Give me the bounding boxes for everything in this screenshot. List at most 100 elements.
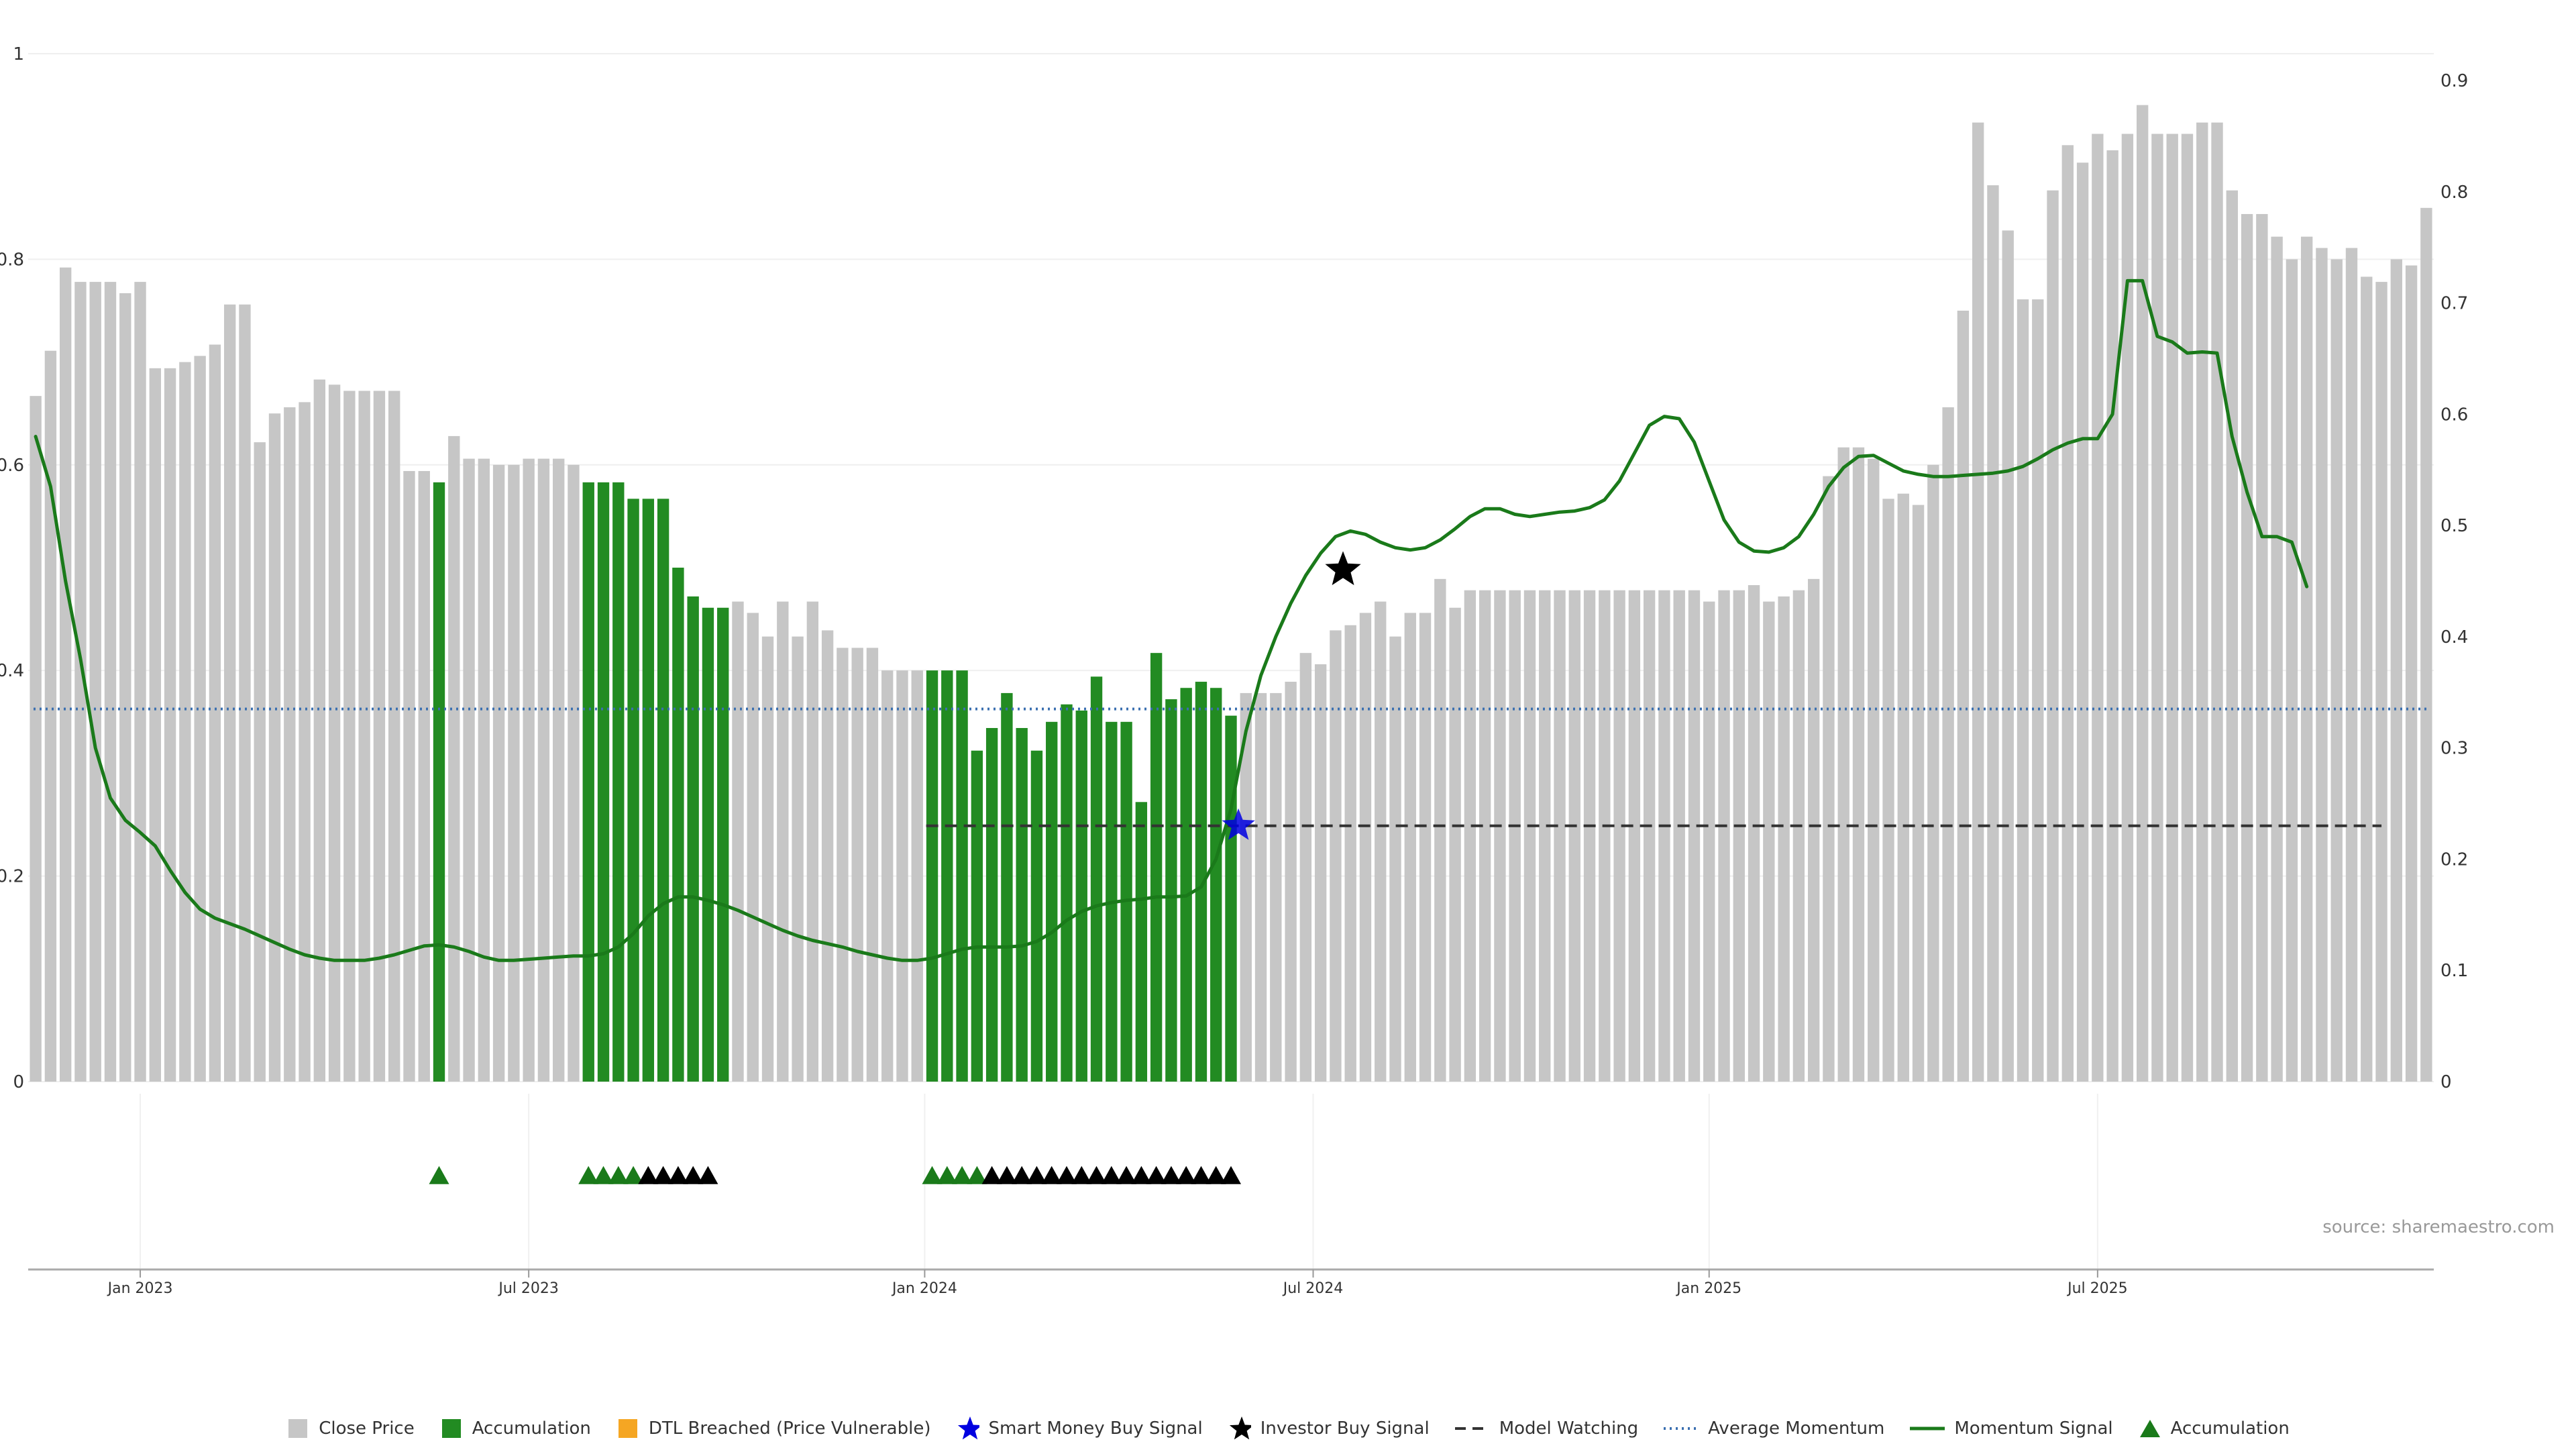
close-price-bar: [896, 670, 908, 1082]
close-price-bar: [792, 636, 804, 1082]
close-price-bar: [30, 396, 42, 1082]
right-tick-label: 0.6: [2440, 405, 2468, 425]
close-price-bar: [164, 368, 176, 1082]
left-tick-label: 0: [13, 1072, 24, 1092]
close-price-bar: [1314, 664, 1327, 1082]
accumulation-marker-black: [996, 1165, 1017, 1184]
close-price-bar: [1957, 311, 1970, 1082]
close-price-bar: [2420, 207, 2432, 1082]
close-price-bar: [2196, 122, 2208, 1082]
right-tick-label: 0.9: [2440, 71, 2468, 91]
left-tick-label: 0.2: [0, 867, 24, 887]
marker-layer: [429, 551, 1361, 1184]
close-price-bar: [2181, 134, 2194, 1082]
close-price-bar: [2166, 134, 2178, 1082]
close-price-bar: [1658, 590, 1670, 1082]
close-price-bar: [1494, 590, 1506, 1082]
accumulation-marker-black: [981, 1165, 1002, 1184]
close-price-bar: [1733, 590, 1745, 1082]
close-price-bar: [373, 391, 386, 1082]
close-price-bar: [1479, 590, 1491, 1082]
close-price-bar: [284, 407, 296, 1082]
legend-label: Smart Money Buy Signal: [988, 1418, 1203, 1439]
accumulation-bar: [1061, 704, 1073, 1082]
accumulation-marker-black: [1161, 1165, 1181, 1184]
accumulation-marker-black: [1146, 1165, 1167, 1184]
close-price-bar: [1868, 458, 1880, 1082]
close-price-bar: [1404, 613, 1416, 1082]
accumulation-bar: [941, 670, 953, 1082]
close-price-bar: [1523, 590, 1536, 1082]
close-price-bar: [2361, 276, 2373, 1082]
close-price-bar: [89, 282, 101, 1082]
legend-item-watch: Model Watching: [1454, 1417, 1638, 1440]
close-price-bar: [1554, 590, 1566, 1082]
x-tick-label: Jul 2024: [1282, 1280, 1344, 1297]
left-tick-label: 0.6: [0, 456, 24, 476]
close-price-bar: [358, 391, 370, 1082]
close-price-bar: [1703, 601, 1715, 1082]
accumulation-bar: [1090, 676, 1103, 1082]
accumulation-marker-black: [1191, 1165, 1212, 1184]
close-price-bar: [1344, 625, 1356, 1082]
legend-label: Close Price: [319, 1418, 415, 1439]
accumulation-marker-black: [1041, 1165, 1062, 1184]
close-price-bar: [732, 601, 744, 1082]
accumulation-bar: [1135, 802, 1148, 1082]
accumulation-marker-black: [683, 1165, 704, 1184]
accumulation-marker-black: [653, 1165, 674, 1184]
axis-layer: Jan 2023 Jul 2023 Jan 2024 Jul 2024 Jan 2025…: [0, 44, 2468, 1297]
close-price-bar: [523, 458, 535, 1082]
accumulation-marker-black: [1205, 1165, 1226, 1184]
accumulation-bar: [1180, 688, 1192, 1082]
close-price-bar: [44, 350, 57, 1082]
close-price-bar: [2375, 282, 2387, 1082]
accumulation-bar: [956, 670, 968, 1082]
close-price-bar: [2061, 145, 2074, 1082]
close-price-bar: [1509, 590, 1521, 1082]
close-price-bar: [2151, 134, 2163, 1082]
close-price-bar: [2076, 162, 2089, 1082]
close-price-bar: [2092, 134, 2104, 1082]
close-price-bar: [761, 636, 774, 1082]
close-price-bar: [1568, 590, 1580, 1082]
close-price-bar: [2390, 259, 2402, 1082]
legend-item-mom: Momentum Signal: [1910, 1417, 2113, 1440]
close-price-bar: [2300, 236, 2313, 1082]
accumulation-marker-black: [1012, 1165, 1032, 1184]
close-price-bar: [1823, 476, 1835, 1082]
accumulation-marker-black: [1116, 1165, 1137, 1184]
accumulation-bar: [1075, 710, 1087, 1082]
close-price-bar: [224, 304, 236, 1082]
close-price-bar: [821, 630, 834, 1082]
close-price-bar: [328, 384, 341, 1082]
legend-label: Accumulation: [2170, 1418, 2290, 1439]
close-price-bar: [388, 391, 400, 1082]
accumulation-marker-green: [936, 1165, 957, 1184]
accumulation-bar: [1016, 727, 1028, 1082]
close-price-bar: [194, 356, 206, 1082]
accumulation-bar: [717, 607, 729, 1082]
close-price-bar: [1792, 590, 1805, 1082]
close-price-bar: [553, 458, 565, 1082]
close-price-bar: [134, 282, 146, 1082]
accumulation-bar: [1210, 688, 1222, 1082]
close-price-bar: [60, 267, 72, 1082]
right-tick-label: 0.5: [2440, 516, 2468, 536]
legend-item-close: Close Price: [286, 1417, 415, 1440]
accumulation-marker-green: [608, 1165, 629, 1184]
close-price-bar: [1270, 692, 1282, 1082]
accumulation-marker-green: [593, 1165, 614, 1184]
accumulation-bar: [985, 727, 998, 1082]
dot-icon: [1664, 1417, 1699, 1440]
close-price-bar: [1434, 578, 1446, 1082]
accumulation-marker-green: [967, 1165, 987, 1184]
accumulation-marker-black: [1176, 1165, 1197, 1184]
accumulation-marker-black: [1071, 1165, 1092, 1184]
close-price-bar: [2271, 236, 2283, 1082]
accumulation-marker-black: [1221, 1165, 1241, 1184]
close-price-bar: [1643, 590, 1656, 1082]
legend-item-accum: Accumulation: [440, 1417, 591, 1440]
close-price-bar: [1628, 590, 1641, 1082]
